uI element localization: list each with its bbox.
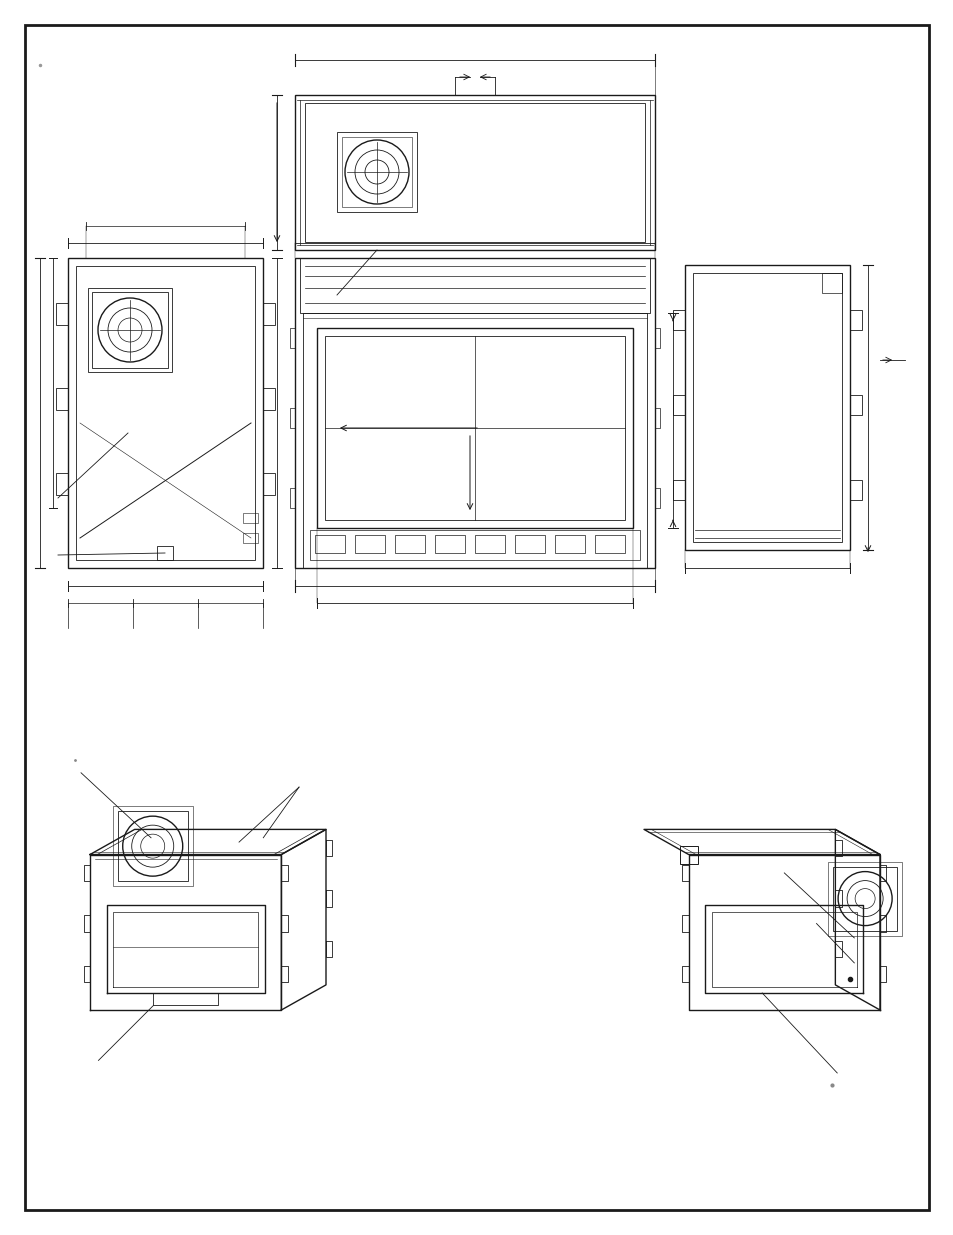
Bar <box>684 266 849 550</box>
Bar <box>290 329 294 348</box>
Bar <box>290 408 294 429</box>
Bar <box>290 488 294 508</box>
Bar <box>515 535 544 553</box>
Bar <box>655 329 659 348</box>
Bar <box>827 862 902 936</box>
Bar <box>243 534 257 543</box>
Bar <box>56 303 68 325</box>
Bar <box>655 408 659 429</box>
Bar <box>157 546 172 559</box>
Bar <box>325 336 624 520</box>
Bar <box>821 273 841 293</box>
Bar <box>672 480 684 500</box>
Bar <box>595 535 624 553</box>
Bar <box>849 310 862 330</box>
Bar <box>294 258 655 568</box>
Bar <box>263 473 274 495</box>
Bar <box>314 535 345 553</box>
Bar <box>294 95 655 249</box>
Bar <box>91 291 168 368</box>
Bar <box>68 258 263 568</box>
Bar <box>672 395 684 415</box>
Bar <box>299 258 649 312</box>
Bar <box>303 312 646 568</box>
Bar <box>435 535 464 553</box>
Bar <box>475 535 504 553</box>
Bar <box>263 388 274 410</box>
Bar <box>555 535 584 553</box>
Bar <box>316 329 633 529</box>
Bar <box>56 388 68 410</box>
Bar <box>56 473 68 495</box>
Bar <box>310 530 639 559</box>
Bar <box>672 310 684 330</box>
Bar <box>117 811 188 881</box>
Bar <box>849 395 862 415</box>
Bar <box>263 303 274 325</box>
Bar <box>336 132 416 212</box>
Bar <box>76 266 254 559</box>
Bar <box>88 288 172 372</box>
Bar <box>692 273 841 542</box>
Bar <box>112 806 193 887</box>
Bar <box>243 513 257 522</box>
Bar <box>395 535 424 553</box>
Bar <box>679 846 697 863</box>
Bar <box>655 488 659 508</box>
Bar <box>832 867 896 931</box>
Bar <box>355 535 385 553</box>
Bar <box>341 137 412 207</box>
Bar <box>849 480 862 500</box>
Bar <box>305 103 644 242</box>
